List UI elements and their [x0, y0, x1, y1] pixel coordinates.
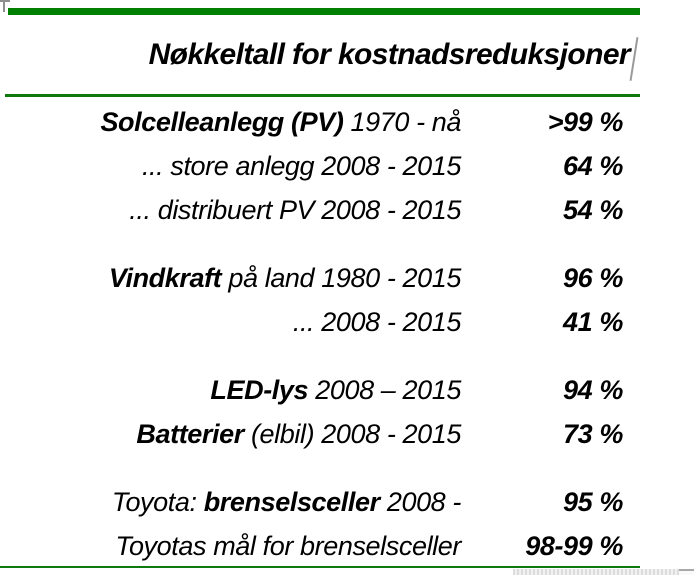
row-label: Toyota: brenselsceller 2008 -: [111, 486, 462, 517]
top-accent-bar: [8, 8, 640, 15]
row-value: 98-99 %: [525, 530, 623, 561]
text-cursor: [629, 37, 639, 81]
page-title: Nøkkeltall for kostnadsreduksjoner: [148, 38, 631, 71]
table-row: Solcelleanlegg (PV) 1970 - nå >99 %: [0, 100, 694, 144]
row-label: LED-lys 2008 – 2015: [210, 374, 461, 405]
row-label: Toyotas mål for brenselsceller: [115, 530, 461, 561]
row-value: 54 %: [563, 194, 623, 225]
row-value: 96 %: [563, 262, 623, 293]
table-row: Toyotas mål for brenselsceller 98-99 %: [0, 524, 694, 568]
row-value: 64 %: [563, 150, 623, 181]
scrollbar-end-button[interactable]: [679, 569, 694, 575]
row-value: >99 %: [547, 106, 624, 137]
table-row: Batterier (elbil) 2008 - 2015 73 %: [0, 412, 694, 456]
title-divider-line: [5, 94, 640, 97]
row-group-gap: [0, 232, 694, 256]
row-value: 41 %: [563, 306, 623, 337]
row-label: Vindkraft på land 1980 - 2015: [108, 262, 462, 293]
row-value: 94 %: [563, 374, 623, 405]
table-row: LED-lys 2008 – 2015 94 %: [0, 368, 694, 412]
horizontal-scrollbar[interactable]: [513, 569, 694, 575]
frame-corner-mark: [0, 0, 10, 2]
row-label: Batterier (elbil) 2008 - 2015: [136, 418, 461, 449]
cost-table: Solcelleanlegg (PV) 1970 - nå >99 % ... …: [0, 100, 694, 568]
row-label: ... distribuert PV 2008 - 2015: [129, 194, 461, 225]
row-group-gap: [0, 344, 694, 368]
table-row: Vindkraft på land 1980 - 2015 96 %: [0, 256, 694, 300]
row-value: 95 %: [563, 486, 623, 517]
row-label: Solcelleanlegg (PV) 1970 - nå: [100, 106, 461, 137]
table-row: ... 2008 - 2015 41 %: [0, 300, 694, 344]
row-label: ... store anlegg 2008 - 2015: [141, 150, 461, 181]
bottom-divider-line: [0, 566, 640, 568]
row-label: ... 2008 - 2015: [292, 306, 462, 337]
table-row: ... store anlegg 2008 - 2015 64 %: [0, 144, 694, 188]
frame-corner-mark: [3, 0, 5, 12]
row-group-gap: [0, 456, 694, 480]
row-value: 73 %: [563, 418, 623, 449]
table-row: Toyota: brenselsceller 2008 - 95 %: [0, 480, 694, 524]
table-row: ... distribuert PV 2008 - 2015 54 %: [0, 188, 694, 232]
